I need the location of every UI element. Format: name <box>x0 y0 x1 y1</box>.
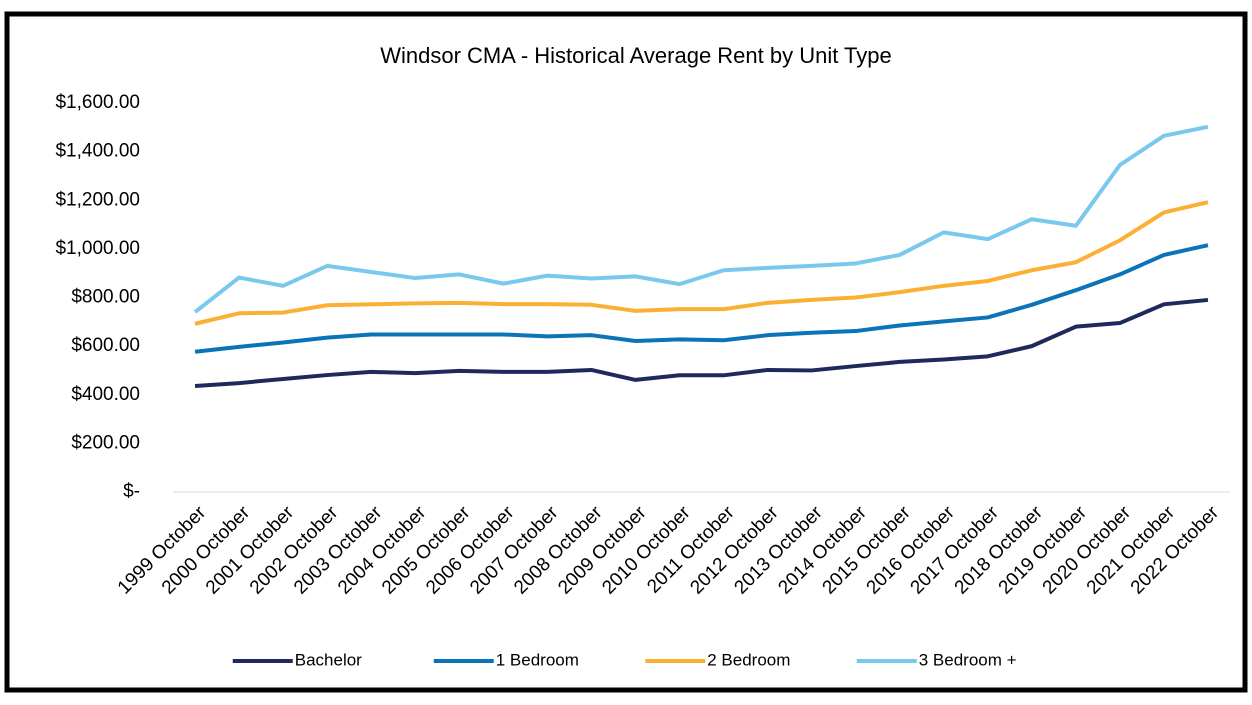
series-line <box>194 297 1209 388</box>
legend-label: 3 Bedroom + <box>919 650 1017 669</box>
y-tick-label: $800.00 <box>71 287 140 308</box>
y-tick-label: $1,200.00 <box>55 189 140 210</box>
y-tick-label: $200.00 <box>71 432 140 453</box>
legend-label: Bachelor <box>295 650 362 669</box>
series-line <box>194 200 1209 326</box>
y-tick-label: $600.00 <box>71 335 140 356</box>
legend-label: 1 Bedroom <box>496 650 579 669</box>
chart-title: Windsor CMA - Historical Average Rent by… <box>380 43 892 68</box>
chart-frame <box>4 11 1248 693</box>
series-line <box>194 243 1209 354</box>
legend-label: 2 Bedroom <box>707 650 790 669</box>
y-tick-label: $1,000.00 <box>55 238 140 259</box>
y-tick-label: $1,400.00 <box>55 141 140 162</box>
series-line <box>193 124 1209 314</box>
y-tick-label: $- <box>123 481 140 502</box>
y-tick-label: $1,600.00 <box>55 92 140 113</box>
y-tick-label: $400.00 <box>71 384 140 405</box>
